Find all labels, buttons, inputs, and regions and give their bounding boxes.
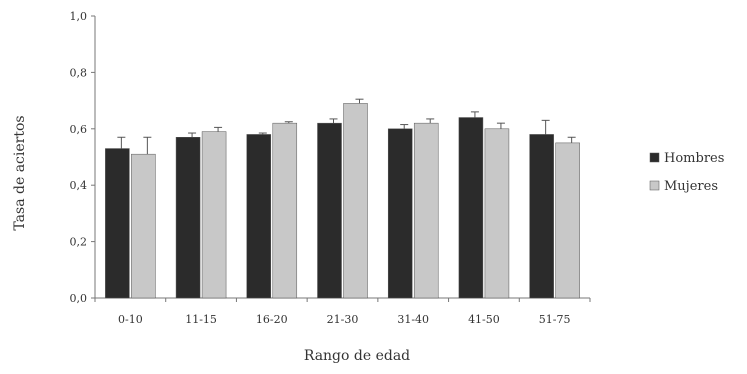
x-tick-label: 51-75 [539, 313, 571, 326]
legend-swatch-mujeres [649, 180, 660, 191]
y-tick-label: 0,2 [70, 236, 88, 249]
x-axis-title: Rango de edad [304, 348, 410, 364]
x-tick-label: 31-40 [397, 313, 429, 326]
chart-legend: Hombres Mujeres [649, 151, 724, 194]
y-tick-label: 0,6 [70, 123, 88, 136]
bar-mujeres [484, 128, 510, 299]
x-tick-label: 16-20 [256, 313, 288, 326]
bar-hombres [458, 117, 484, 299]
bar-mujeres [413, 122, 439, 299]
bar-hombres [105, 148, 130, 299]
y-tick-label: 0,0 [70, 292, 88, 305]
x-tick-label: 41-50 [468, 313, 500, 326]
bar-mujeres [272, 122, 298, 299]
legend-swatch-hombres [649, 152, 660, 163]
bar-hombres [529, 134, 554, 299]
bar-mujeres [131, 153, 156, 299]
x-tick-label: 21-30 [327, 313, 359, 326]
bar-mujeres [555, 142, 580, 299]
bar-hombres [246, 134, 272, 299]
y-axis-title: Tasa de aciertos [12, 115, 28, 230]
chart-bars [105, 98, 580, 299]
x-tick-label: 11-15 [185, 313, 217, 326]
y-tick-label: 0,4 [70, 179, 88, 192]
legend-label-mujeres: Mujeres [664, 179, 718, 194]
bar-hombres [387, 128, 413, 299]
y-tick-labels: 0,0 0,2 0,4 0,6 0,8 1,0 [70, 10, 88, 305]
y-tick-label: 0,8 [70, 66, 88, 79]
bar-hombres [175, 137, 201, 299]
bar-mujeres [343, 103, 368, 299]
legend-label-hombres: Hombres [664, 151, 724, 166]
bar-hombres [317, 122, 342, 299]
x-tick-label: 0-10 [118, 313, 143, 326]
y-tick-label: 1,0 [70, 10, 88, 23]
bar-mujeres [201, 131, 227, 299]
x-tick-labels: 0-10 11-15 16-20 21-30 31-40 41-50 51-75 [118, 313, 571, 326]
